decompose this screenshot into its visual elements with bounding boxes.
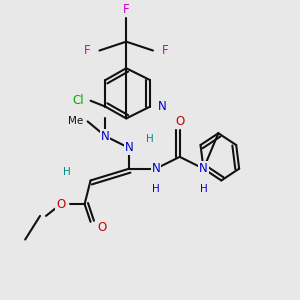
Text: H: H [146, 134, 154, 144]
Text: F: F [123, 3, 130, 16]
Text: N: N [101, 130, 110, 143]
Text: O: O [175, 115, 184, 128]
Text: O: O [98, 221, 107, 234]
Text: N: N [158, 100, 166, 113]
Text: H: H [200, 184, 207, 194]
Text: Cl: Cl [73, 94, 85, 107]
Text: N: N [125, 142, 134, 154]
Text: Me: Me [68, 116, 83, 126]
Text: F: F [84, 44, 91, 57]
Text: H: H [63, 167, 71, 177]
Text: O: O [56, 198, 65, 211]
Text: F: F [161, 44, 168, 57]
Text: N: N [152, 162, 160, 175]
Text: N: N [199, 162, 208, 175]
Text: H: H [152, 184, 160, 194]
